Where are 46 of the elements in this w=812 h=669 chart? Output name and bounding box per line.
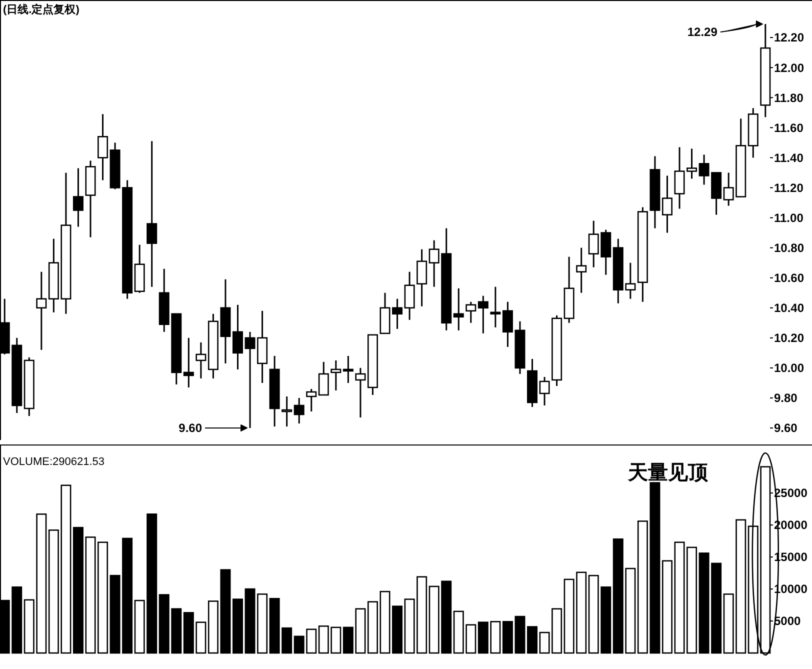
candlestick	[342, 355, 354, 384]
candlestick	[36, 271, 47, 351]
y-tick-label: 11.40	[774, 150, 804, 165]
candlestick	[576, 247, 587, 294]
y-tick-label: 10.60	[774, 271, 804, 286]
bar	[527, 626, 538, 654]
candlestick	[318, 361, 329, 396]
candlestick	[355, 367, 366, 418]
annotation: 天量见顶	[627, 462, 709, 484]
candlestick	[539, 376, 550, 406]
candlestick	[294, 397, 304, 424]
bar	[232, 598, 243, 654]
annotation: 12.29	[687, 25, 718, 40]
candlestick	[466, 301, 476, 324]
y-tick-label: 9.80	[774, 391, 798, 406]
annotation: 9.60	[178, 421, 202, 436]
candlestick	[232, 304, 243, 370]
y-tick-label: 9.60	[774, 421, 798, 436]
y-tick-label: 12.20	[774, 30, 804, 45]
y-tick-label: 11.20	[774, 180, 804, 195]
candlestick	[416, 248, 428, 308]
candlestick	[183, 337, 194, 388]
candlestick	[196, 342, 206, 380]
text: VOLUME:290621.53	[3, 456, 105, 468]
y-tick-label: 11.60	[774, 120, 804, 135]
candlestick	[662, 174, 672, 234]
y-tick-label: 12.00	[774, 60, 804, 75]
candlestick	[306, 388, 317, 412]
bar	[98, 542, 108, 654]
bar	[662, 560, 672, 654]
candlestick	[98, 113, 108, 181]
y-tick-label: 10.20	[774, 331, 804, 346]
y-tick-label: 10.80	[774, 240, 804, 255]
candlestick	[404, 271, 415, 321]
candlestick	[330, 360, 342, 392]
chart-title: (日线.定点复权)	[3, 3, 80, 16]
y-tick-label: 10.00	[774, 361, 804, 376]
candlestick	[453, 288, 464, 332]
candlestick	[146, 140, 158, 288]
y-tick-label: 10.40	[774, 301, 804, 316]
candlestick	[72, 167, 84, 228]
candlestick	[282, 396, 292, 428]
candlestick	[478, 295, 488, 334]
y-tick-label: 11.00	[774, 210, 804, 225]
candlestick	[490, 286, 501, 328]
y-tick-label: 11.80	[774, 90, 804, 105]
